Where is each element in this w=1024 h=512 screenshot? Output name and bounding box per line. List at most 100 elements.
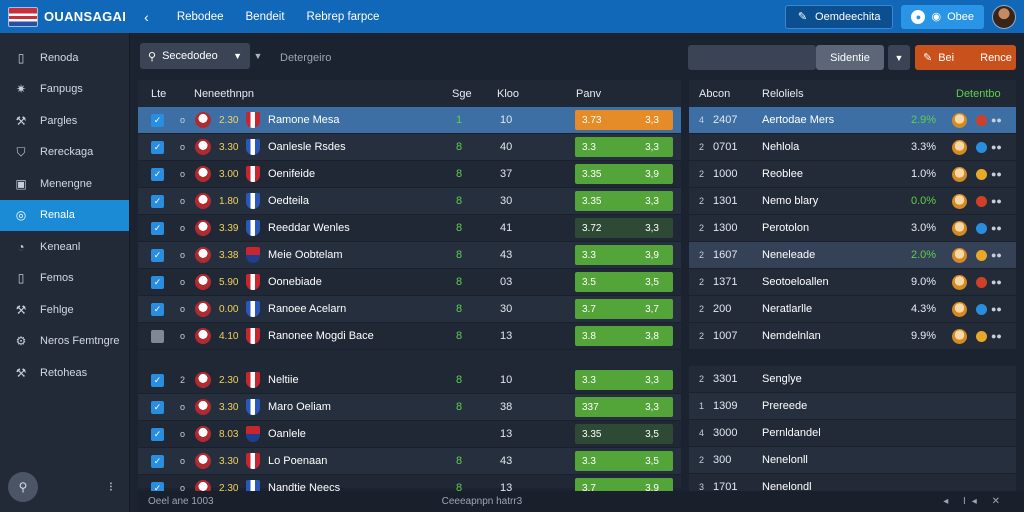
top-nav-item[interactable]: Rebodee: [176, 10, 224, 23]
table-row[interactable]: ✓ o 3.30 Oanlesle Rsdes 8 40 3.3 3,3: [138, 134, 681, 161]
row-checkbox[interactable]: ✓: [151, 194, 164, 208]
item-name[interactable]: Pernldandel: [762, 427, 821, 439]
item-name[interactable]: Neneleade: [762, 249, 816, 261]
column-header[interactable]: Kloo: [497, 87, 520, 100]
player-name[interactable]: Maro Oeliam: [268, 401, 331, 413]
table-row[interactable]: ✓ o 8.03 Oanlele 13 3.35 3,5: [138, 421, 681, 448]
item-name[interactable]: Seotoeloallen: [762, 276, 829, 288]
item-name[interactable]: Senglye: [762, 373, 802, 385]
row-checkbox[interactable]: ✓: [151, 373, 164, 387]
row-checkbox[interactable]: ✓: [151, 427, 164, 441]
player-name[interactable]: Oonebiade: [268, 276, 322, 288]
row-checkbox[interactable]: ✓: [151, 248, 164, 262]
item-name[interactable]: Prereede: [762, 400, 808, 412]
column-header[interactable]: Panv: [576, 87, 602, 100]
sidebar-item[interactable]: ▣ Menengne: [0, 168, 129, 200]
player-name[interactable]: Oanlele: [268, 428, 306, 440]
sidebar-item[interactable]: ◎ Renala: [0, 199, 129, 231]
row-checkbox[interactable]: ✓: [151, 140, 164, 154]
row-checkbox[interactable]: ✓: [151, 113, 164, 127]
list-item[interactable]: 2 3301 Senglye: [689, 366, 1016, 393]
profile-icon[interactable]: ⚲: [8, 472, 38, 502]
sidebar-item[interactable]: ⚒ Fehlge: [0, 294, 129, 326]
player-name[interactable]: Reeddar Wenles: [268, 222, 350, 234]
list-item[interactable]: 1 1309 Prereede: [689, 393, 1016, 420]
row-checkbox[interactable]: ✓: [151, 167, 164, 181]
player-name[interactable]: Lo Poenaan: [268, 455, 328, 467]
sidebar-item[interactable]: ◔ Keneanl: [0, 231, 129, 263]
sidebar-item[interactable]: ⛉ Rereckaga: [0, 137, 129, 169]
column-header[interactable]: Abcon: [699, 87, 731, 100]
action-button[interactable]: ✎ Bei Rence: [915, 45, 1016, 70]
list-item[interactable]: 2 300 Nenelonll: [689, 447, 1016, 474]
player-name[interactable]: Neltiie: [268, 374, 299, 386]
item-name[interactable]: Nenelondl: [762, 481, 812, 493]
list-item[interactable]: 2 1607 Neneleade 2.0% ●●: [689, 242, 1016, 269]
column-header[interactable]: Neneethnpn: [194, 87, 254, 100]
row-checkbox[interactable]: ✓: [151, 275, 164, 289]
item-name[interactable]: Nemdelnlan: [762, 330, 821, 342]
player-name[interactable]: Ranoee Acelarn: [268, 303, 347, 315]
player-name[interactable]: Oedteila: [268, 195, 309, 207]
chevron-down-icon[interactable]: ▼: [888, 45, 910, 70]
secondary-action-button[interactable]: ● ◉ Obee: [901, 4, 984, 29]
column-header[interactable]: Lte: [151, 87, 167, 100]
list-item[interactable]: 2 1007 Nemdelnlan 9.9% ●●: [689, 323, 1016, 350]
column-header[interactable]: Sge: [452, 87, 472, 100]
table-row[interactable]: ✓ o 3.30 Maro Oeliam 8 38 337 3,3: [138, 394, 681, 421]
sidebar-item[interactable]: ⚒ Retoheas: [0, 357, 129, 389]
table-row[interactable]: ✓ o 2.30 Ramone Mesa 1 10 3.73 3,3: [138, 107, 681, 134]
more-icon[interactable]: ⁝: [108, 479, 113, 494]
sidebar-item[interactable]: ⚒ Pargles: [0, 105, 129, 137]
top-nav-item[interactable]: Rebrep farpce: [306, 10, 380, 23]
item-name[interactable]: Nemo blary: [762, 195, 819, 207]
primary-action-button[interactable]: ✎ Oemdeechita: [784, 4, 894, 29]
filter-dropdown[interactable]: ⚲ Secedodeo ▼: [140, 43, 250, 69]
back-arrow-icon[interactable]: ‹: [144, 8, 149, 25]
list-item[interactable]: 2 1300 Perotolon 3.0% ●●: [689, 215, 1016, 242]
row-checkbox[interactable]: ✓: [151, 454, 164, 468]
sidebar-item[interactable]: ▯ Femos: [0, 263, 129, 295]
table-row[interactable]: ✓ o 3.30 Lo Poenaan 8 43 3.3 3,5: [138, 448, 681, 475]
list-item[interactable]: 4 3000 Pernldandel: [689, 420, 1016, 447]
table-row[interactable]: o 4.10 Ranonee Mogdi Bace 8 13 3.8 3,8: [138, 323, 681, 350]
table-row[interactable]: ✓ o 3.39 Reeddar Wenles 8 41 3.72 3,3: [138, 215, 681, 242]
sidebar-item[interactable]: ⚙ Neros Femtngre: [0, 326, 129, 358]
user-avatar[interactable]: [992, 4, 1016, 29]
sidebar-item[interactable]: ✷ Fanpugs: [0, 74, 129, 106]
item-name[interactable]: Nehlola: [762, 141, 800, 153]
item-name[interactable]: Nenelonll: [762, 454, 808, 466]
player-name[interactable]: Oenifeide: [268, 168, 316, 180]
top-nav-item[interactable]: Bendeit: [245, 10, 285, 23]
list-item[interactable]: 4 2407 Aertodae Mers 2.9% ●●: [689, 107, 1016, 134]
pagination-icon[interactable]: ◂ I◂ ✕: [943, 496, 1006, 507]
item-name[interactable]: Reoblee: [762, 168, 803, 180]
list-item[interactable]: 2 0701 Nehlola 3.3% ●●: [689, 134, 1016, 161]
list-item[interactable]: 2 200 Neratlarlle 4.3% ●●: [689, 296, 1016, 323]
table-row[interactable]: ✓ o 5.90 Oonebiade 8 03 3.5 3,5: [138, 269, 681, 296]
sidebar-item[interactable]: ▯ Renoda: [0, 42, 129, 74]
table-row[interactable]: ✓ o 1.80 Oedteila 8 30 3.35 3,3: [138, 188, 681, 215]
row-checkbox[interactable]: ✓: [151, 400, 164, 414]
player-name[interactable]: Ramone Mesa: [268, 114, 340, 126]
item-name[interactable]: Aertodae Mers: [762, 114, 835, 126]
player-name[interactable]: Ranonee Mogdi Bace: [268, 330, 374, 342]
row-checkbox[interactable]: ✓: [151, 302, 164, 316]
list-item[interactable]: 2 1301 Nemo blary 0.0% ●●: [689, 188, 1016, 215]
column-header[interactable]: Detentbo: [956, 87, 1001, 100]
item-name[interactable]: Neratlarlle: [762, 303, 813, 315]
table-row[interactable]: ✓ o 3.00 Oenifeide 8 37 3.35 3,9: [138, 161, 681, 188]
chevron-down-icon[interactable]: ▼: [253, 51, 263, 61]
table-row[interactable]: ✓ 2 2.30 Neltiie 8 10 3.3 3,3: [138, 367, 681, 394]
player-name[interactable]: Meie Oobtelam: [268, 249, 343, 261]
select-button[interactable]: Sidentie: [816, 45, 884, 70]
list-item[interactable]: 2 1371 Seotoeloallen 9.0% ●●: [689, 269, 1016, 296]
table-row[interactable]: ✓ o 0.00 Ranoee Acelarn 8 30 3.7 3,7: [138, 296, 681, 323]
row-checkbox[interactable]: [151, 329, 164, 343]
player-name[interactable]: Oanlesle Rsdes: [268, 141, 346, 153]
table-row[interactable]: ✓ o 3.38 Meie Oobtelam 8 43 3.3 3,9: [138, 242, 681, 269]
column-header[interactable]: Reloliels: [762, 87, 804, 100]
row-checkbox[interactable]: ✓: [151, 221, 164, 235]
search-input[interactable]: [688, 45, 816, 70]
list-item[interactable]: 2 1000 Reoblee 1.0% ●●: [689, 161, 1016, 188]
